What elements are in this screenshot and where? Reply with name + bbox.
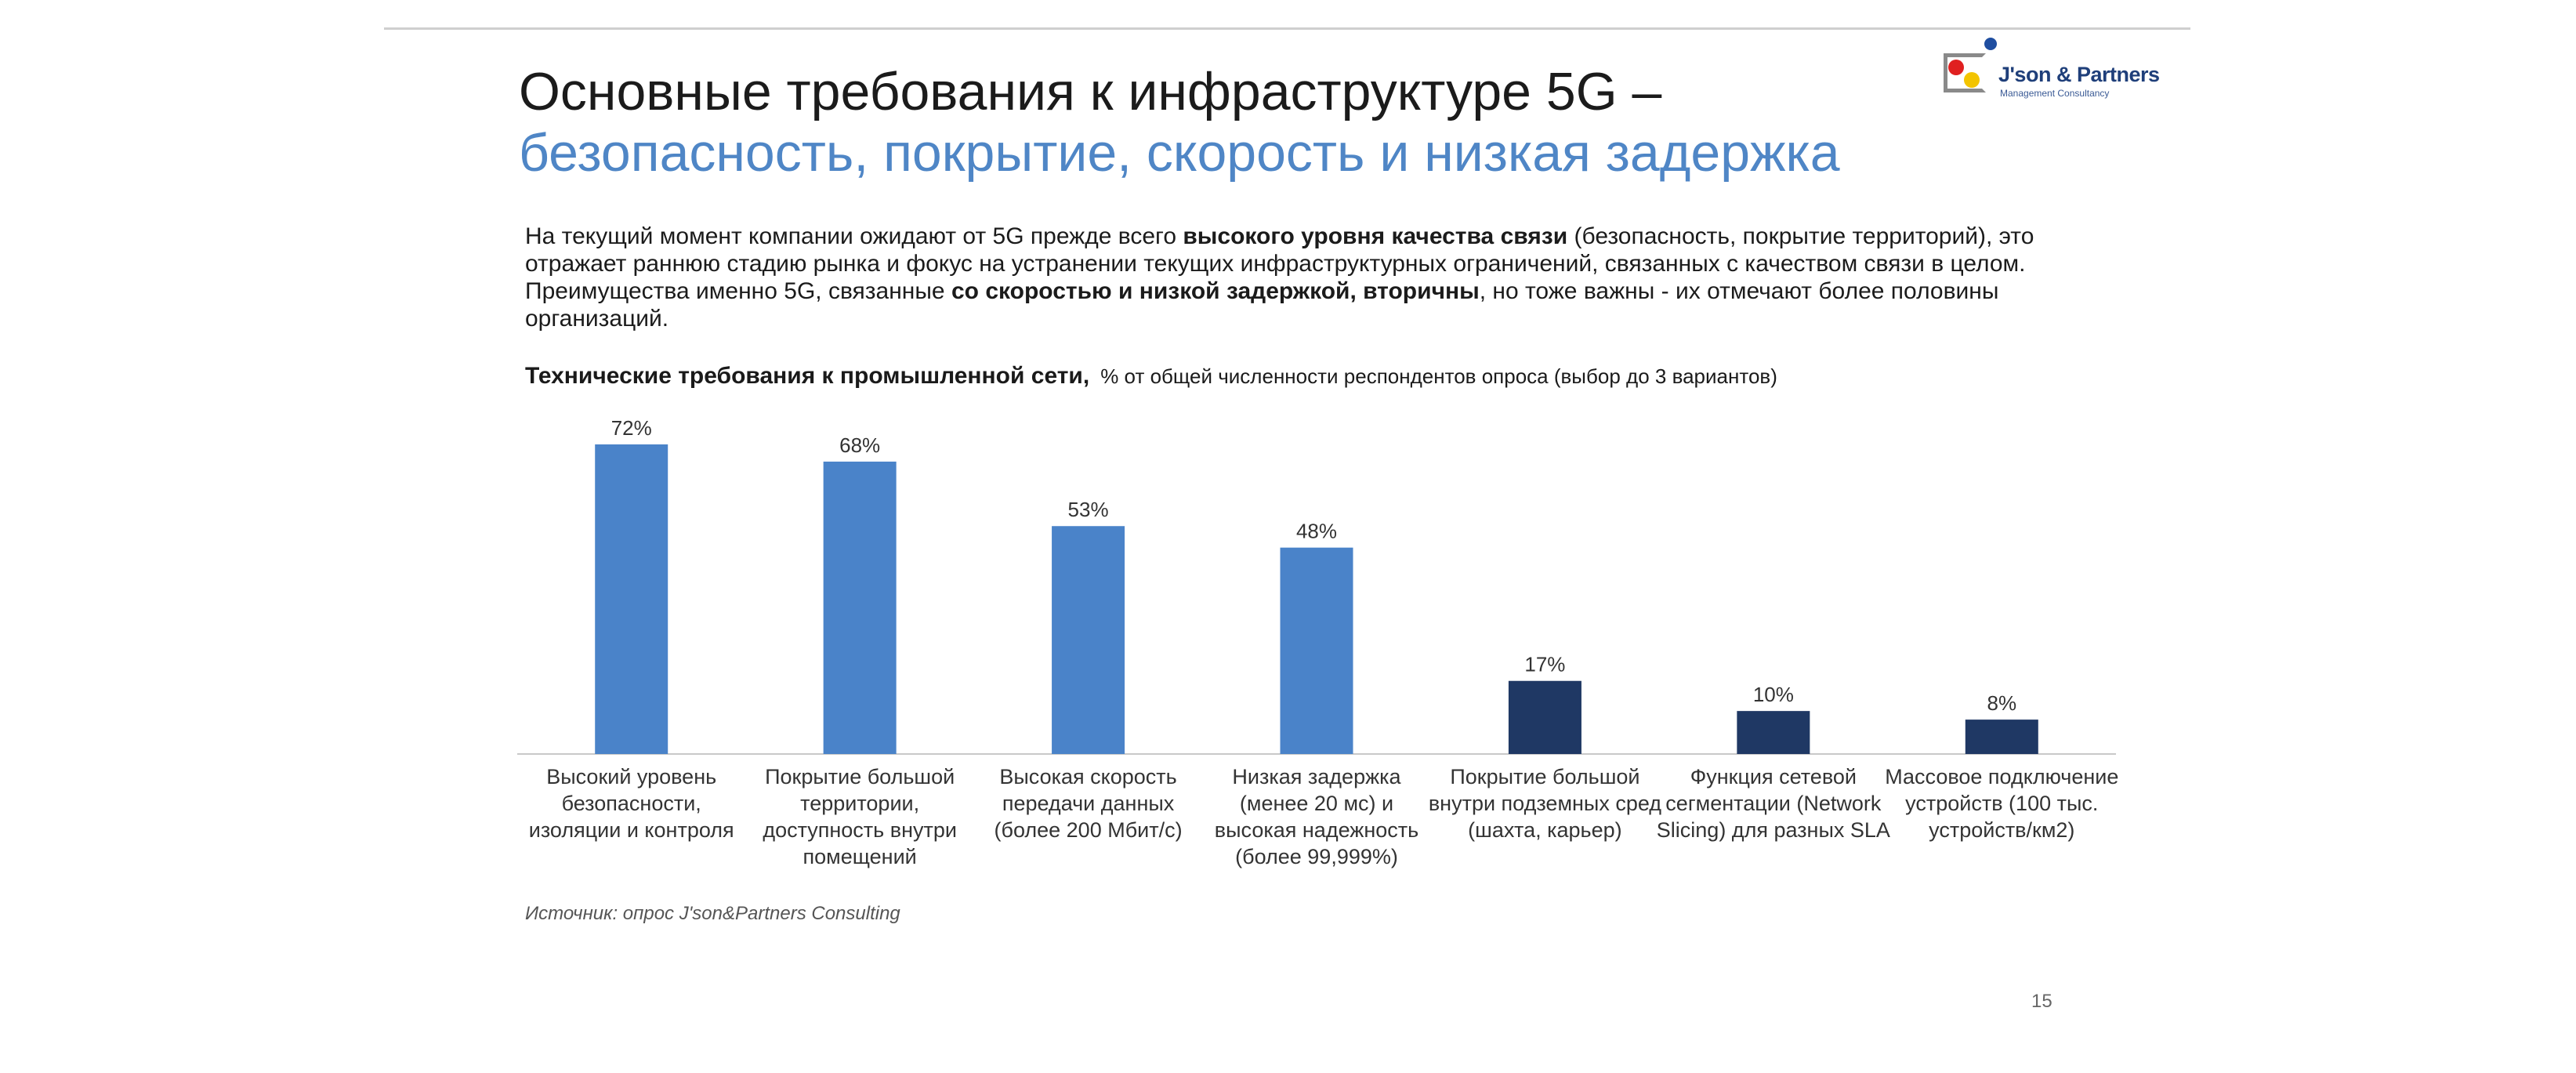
value-label-1: 72% — [611, 416, 652, 440]
value-label-2: 68% — [839, 433, 880, 457]
bar-2 — [823, 461, 897, 754]
chart-title: Технические требования к промышленной се… — [525, 363, 1777, 390]
company-logo: J'son & Partners Management Consultancy — [1940, 38, 2168, 100]
category-label-3: Высокая скорость передачи данных (более … — [994, 765, 1183, 842]
bar-6 — [1737, 711, 1810, 754]
intro-text-3: , но тоже важны - их отмечают более поло… — [525, 278, 1999, 332]
value-label-5: 17% — [1524, 653, 1565, 676]
value-label-3: 53% — [1068, 498, 1109, 521]
value-label-6: 10% — [1753, 683, 1794, 706]
bar-7 — [1965, 720, 2038, 754]
category-label-1: Высокий уровень безопасности, изоляции и… — [528, 765, 734, 842]
intro-paragraph: На текущий момент компании ожидают от 5G… — [525, 223, 2108, 332]
bar-3 — [1052, 526, 1125, 754]
logo-blue-dot — [1984, 38, 1997, 50]
category-label-5: Покрытие большой внутри подземных сред (… — [1428, 765, 1662, 842]
logo-name: J'son & Partners — [1998, 63, 2160, 86]
category-label-6: Функция сетевой сегментации (Network Sli… — [1656, 765, 1890, 842]
intro-bold-1: высокого уровня качества связи — [1183, 223, 1568, 249]
page-number: 15 — [2031, 991, 2052, 1012]
bar-1 — [595, 444, 668, 754]
logo-subtitle: Management Consultancy — [2000, 88, 2110, 99]
logo-frame-shape — [1944, 53, 1986, 92]
chart-title-main: Технические требования к промышленной се… — [525, 363, 1090, 389]
intro-bold-2: со скоростью и низкой задержкой, вторичн… — [951, 278, 1480, 304]
top-divider — [384, 27, 2190, 30]
category-label-4: Низкая задержка (менее 20 мс) и высокая … — [1214, 765, 1419, 868]
intro-text-1: На текущий момент компании ожидают от 5G… — [525, 223, 1183, 249]
logo-red-dot — [1948, 60, 1964, 75]
chart-subtitle: % от общей численности респондентов опро… — [1100, 364, 1777, 388]
slide-title-line2: безопасность, покрытие, скорость и низка… — [519, 123, 1840, 183]
slide-title-line1: Основные требования к инфраструктуре 5G … — [519, 62, 1662, 121]
category-label-7: Массовое подключение устройств (100 тыс.… — [1885, 765, 2119, 842]
bar-5 — [1508, 680, 1581, 754]
category-label-2: Покрытие большой территории, доступность… — [763, 765, 957, 868]
bar-4 — [1280, 547, 1353, 754]
source-note: Источник: опрос J'son&Partners Consultin… — [525, 903, 900, 924]
intro-text-2: (безопасность, покрытие территорий), это… — [525, 223, 2034, 304]
value-label-7: 8% — [1987, 691, 2016, 715]
value-label-4: 48% — [1296, 520, 1337, 543]
logo-yellow-dot — [1964, 72, 1980, 88]
